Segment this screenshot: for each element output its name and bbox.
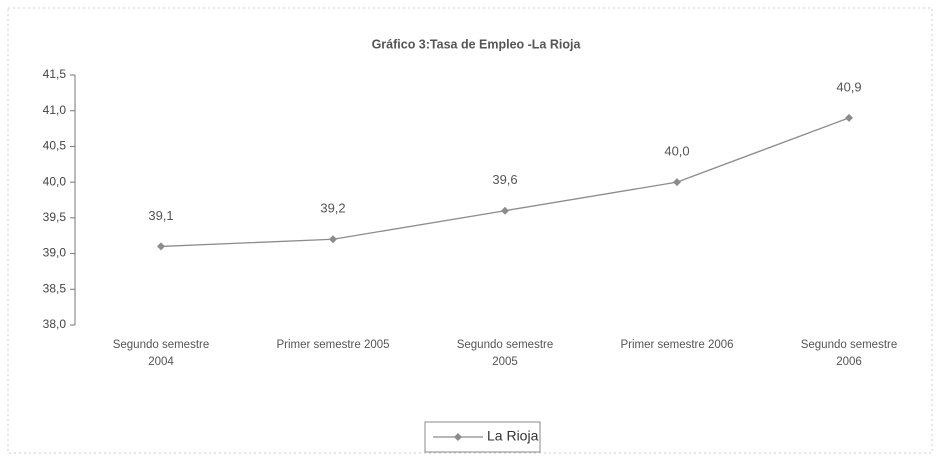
x-tick-label: Segundo semestre 2006: [800, 339, 898, 368]
marker: [329, 235, 337, 244]
marker: [673, 178, 681, 187]
data-label: 40,0: [664, 144, 689, 159]
y-tick-label: 38,5: [43, 281, 67, 295]
y-tick-label: 40,0: [43, 174, 67, 188]
x-tick-label: Primer semestre 2005: [276, 339, 390, 351]
y-tick-label: 40,5: [43, 139, 67, 153]
legend-marker: [454, 433, 462, 441]
data-label: 39,1: [148, 208, 173, 223]
x-tick-label: Segundo semestre 2005: [456, 339, 554, 368]
data-label: 40,9: [836, 79, 861, 94]
chart-title: Gráfico 3:Tasa de Empleo -La Rioja: [372, 37, 582, 51]
marker: [501, 206, 509, 215]
chart-frame: [7, 7, 933, 454]
y-tick-label: 39,5: [43, 210, 67, 224]
y-tick-label: 41,0: [43, 103, 67, 117]
legend-label: La Rioja: [487, 428, 539, 444]
marker: [157, 242, 165, 251]
data-label: 39,6: [492, 172, 517, 187]
y-tick-label: 38,0: [43, 317, 67, 331]
y-tick-label: 39,0: [43, 246, 67, 260]
y-tick-label: 41,5: [43, 67, 67, 81]
x-tick-label: Segundo semestre 2004: [112, 339, 210, 368]
data-label: 39,2: [320, 201, 345, 216]
x-tick-label: Primer semestre 2006: [620, 339, 734, 351]
marker: [845, 113, 853, 122]
